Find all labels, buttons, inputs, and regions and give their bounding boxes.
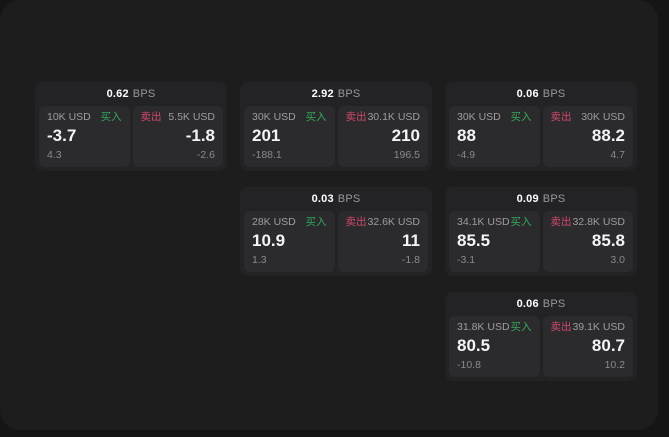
spread-value: 0.06 [516,298,539,310]
quote-card: 0.03 BPS 28K USD 买入 10.9 1.3 卖出 32.6K US… [240,187,432,276]
sell-size: 39.1K USD [572,321,625,333]
sell-delta: 10.2 [604,359,625,372]
quote-body: 31.8K USD 买入 80.5 -10.8 卖出 39.1K USD 80.… [449,316,633,377]
sell-price: 210 [391,125,420,145]
buy-tile[interactable]: 30K USD 买入 201 -188.1 [244,106,335,167]
buy-label: 买入 [510,111,532,123]
sell-label: 卖出 [550,111,572,123]
quote-body: 30K USD 买入 88 -4.9 卖出 30K USD 88.2 4.7 [449,106,633,167]
spread-header: 0.06 BPS [449,82,633,106]
sell-price: 85.8 [591,230,625,250]
bps-unit-label: BPS [132,88,156,100]
buy-price: 201 [252,125,281,145]
bps-unit-label: BPS [542,193,566,205]
buy-price: 88 [457,125,476,145]
sell-size: 5.5K USD [168,111,215,123]
buy-price: 85.5 [457,230,491,250]
buy-label: 买入 [305,216,327,228]
sell-size: 32.6K USD [367,216,420,228]
sell-price: 80.7 [591,335,625,355]
buy-delta: -3.1 [457,254,476,267]
buy-size: 10K USD [47,111,91,123]
buy-tile[interactable]: 30K USD 买入 88 -4.9 [449,106,540,167]
sell-size: 30.1K USD [367,111,420,123]
buy-delta: 1.3 [252,254,267,267]
buy-price: 10.9 [252,230,286,250]
quote-card: 2.92 BPS 30K USD 买入 201 -188.1 卖出 30.1K … [240,82,432,171]
buy-tile[interactable]: 34.1K USD 买入 85.5 -3.1 [449,211,540,272]
sell-label: 卖出 [550,216,572,228]
sell-label: 卖出 [140,111,162,123]
spread-header: 0.09 BPS [449,187,633,211]
spread-value: 2.92 [311,88,334,100]
sell-size: 32.8K USD [572,216,625,228]
sell-price: -1.8 [185,125,215,145]
buy-delta: -188.1 [252,149,282,162]
sell-label: 卖出 [550,321,572,333]
bps-unit-label: BPS [337,88,361,100]
sell-label: 卖出 [345,216,367,228]
quote-card: 0.09 BPS 34.1K USD 买入 85.5 -3.1 卖出 32.8K… [445,187,637,276]
spread-header: 0.62 BPS [39,82,223,106]
quote-card: 0.06 BPS 31.8K USD 买入 80.5 -10.8 卖出 39.1… [445,292,637,381]
bps-unit-label: BPS [337,193,361,205]
quote-body: 28K USD 买入 10.9 1.3 卖出 32.6K USD 11 -1.8 [244,211,428,272]
spread-value: 0.62 [106,88,129,100]
sell-delta: 3.0 [610,254,625,267]
quote-body: 34.1K USD 买入 85.5 -3.1 卖出 32.8K USD 85.8… [449,211,633,272]
sell-tile[interactable]: 卖出 30K USD 88.2 4.7 [542,106,633,167]
bps-unit-label: BPS [542,298,566,310]
sell-label: 卖出 [345,111,367,123]
sell-tile[interactable]: 卖出 39.1K USD 80.7 10.2 [542,316,633,377]
buy-size: 28K USD [252,216,296,228]
buy-tile[interactable]: 10K USD 买入 -3.7 4.3 [39,106,130,167]
buy-tile[interactable]: 28K USD 买入 10.9 1.3 [244,211,335,272]
buy-label: 买入 [305,111,327,123]
bps-unit-label: BPS [542,88,566,100]
buy-size: 31.8K USD [457,321,510,333]
quote-card: 0.06 BPS 30K USD 买入 88 -4.9 卖出 30K USD [445,82,637,171]
sell-price: 11 [402,230,420,250]
spread-value: 0.03 [311,193,334,205]
quote-body: 30K USD 买入 201 -188.1 卖出 30.1K USD 210 1… [244,106,428,167]
buy-tile[interactable]: 31.8K USD 买入 80.5 -10.8 [449,316,540,377]
buy-label: 买入 [510,321,532,333]
sell-delta: 196.5 [393,149,420,162]
buy-size: 30K USD [252,111,296,123]
sell-size: 30K USD [581,111,625,123]
buy-label: 买入 [100,111,122,123]
spread-value: 0.09 [516,193,539,205]
sell-tile[interactable]: 卖出 30.1K USD 210 196.5 [337,106,428,167]
buy-price: -3.7 [47,125,77,145]
quote-body: 10K USD 买入 -3.7 4.3 卖出 5.5K USD -1.8 -2.… [39,106,223,167]
sell-delta: -2.6 [196,149,215,162]
buy-delta: 4.3 [47,149,62,162]
spread-value: 0.06 [516,88,539,100]
app-window: 0.62 BPS 10K USD 买入 -3.7 4.3 卖出 5.5K USD [35,82,637,381]
buy-label: 买入 [510,216,532,228]
sell-tile[interactable]: 卖出 32.8K USD 85.8 3.0 [542,211,633,272]
sell-price: 88.2 [591,125,625,145]
quote-card: 0.62 BPS 10K USD 买入 -3.7 4.3 卖出 5.5K USD [35,82,227,171]
spread-header: 0.03 BPS [244,187,428,211]
quote-board: 0.62 BPS 10K USD 买入 -3.7 4.3 卖出 5.5K USD [35,82,637,381]
buy-size: 34.1K USD [457,216,510,228]
spread-header: 0.06 BPS [449,292,633,316]
buy-size: 30K USD [457,111,501,123]
buy-delta: -10.8 [457,359,481,372]
buy-delta: -4.9 [457,149,476,162]
sell-tile[interactable]: 卖出 5.5K USD -1.8 -2.6 [132,106,223,167]
buy-price: 80.5 [457,335,491,355]
sell-delta: 4.7 [610,149,625,162]
sell-delta: -1.8 [401,254,420,267]
sell-tile[interactable]: 卖出 32.6K USD 11 -1.8 [337,211,428,272]
spread-header: 2.92 BPS [244,82,428,106]
